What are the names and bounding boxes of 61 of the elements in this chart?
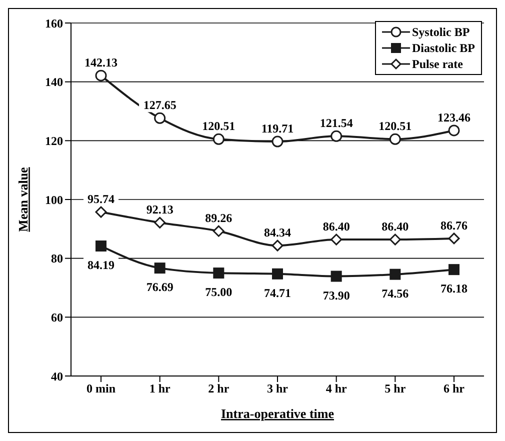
data-label: 74.71 (264, 286, 291, 300)
data-label: 121.54 (320, 116, 353, 130)
point (95, 206, 107, 218)
data-label: 76.69 (146, 280, 174, 294)
point (154, 112, 166, 124)
data-label: 120.51 (378, 119, 412, 134)
x-tick-label: 4 hr (326, 382, 348, 396)
x-tick-label: 5 hr (384, 382, 406, 396)
point (448, 264, 460, 276)
point (272, 240, 284, 252)
point (448, 124, 460, 136)
point (272, 136, 284, 148)
point (330, 130, 342, 142)
point (389, 133, 401, 145)
y-tick-label: 60 (51, 310, 63, 324)
data-label: 84.34 (264, 226, 291, 240)
y-tick-label: 100 (45, 192, 63, 207)
legend-label: Diastolic BP (412, 40, 475, 56)
data-label: 92.13 (146, 202, 174, 217)
point (212, 225, 224, 237)
x-tick-label: 0 min (86, 382, 116, 396)
point (212, 133, 224, 145)
point (95, 70, 107, 82)
data-label: 76.18 (440, 282, 468, 296)
data-label: 84.19 (88, 258, 114, 272)
data-label: 89.26 (205, 211, 232, 226)
data-label: 86.40 (382, 220, 409, 234)
point (330, 234, 342, 246)
legend-label: Pulse rate (412, 56, 463, 72)
point (154, 216, 166, 228)
y-axis-title: Mean value (16, 166, 31, 232)
point (330, 270, 342, 282)
data-label: 142.13 (84, 56, 118, 70)
point (272, 268, 283, 280)
legend-label: Systolic BP (412, 24, 470, 40)
x-tick-label: 2 hr (208, 382, 230, 396)
point (448, 232, 460, 244)
data-label: 95.74 (88, 192, 114, 206)
x-tick-label: 6 hr (444, 382, 466, 396)
data-label: 73.90 (322, 288, 350, 302)
point (154, 262, 166, 274)
data-label: 75.00 (205, 285, 232, 300)
x-tick-label: 1 hr (149, 382, 172, 396)
y-tick-label: 80 (51, 252, 63, 266)
data-label: 119.71 (261, 122, 294, 136)
data-label: 86.40 (322, 220, 350, 234)
point (390, 268, 401, 280)
data-label: 86.76 (440, 218, 468, 232)
point (96, 240, 106, 252)
y-tick-label: 140 (45, 75, 63, 90)
y-tick-label: 160 (45, 16, 63, 30)
data-label: 120.51 (202, 119, 236, 134)
x-tick-label: 3 hr (267, 382, 289, 396)
data-label: 127.65 (143, 98, 176, 112)
point (389, 234, 401, 246)
x-axis-title: Intra-operative time (221, 406, 334, 421)
point (213, 268, 224, 279)
y-tick-label: 40 (51, 369, 63, 384)
y-tick-label: 120 (45, 134, 63, 148)
data-label: 74.56 (382, 286, 409, 300)
data-label: 123.46 (438, 110, 470, 124)
